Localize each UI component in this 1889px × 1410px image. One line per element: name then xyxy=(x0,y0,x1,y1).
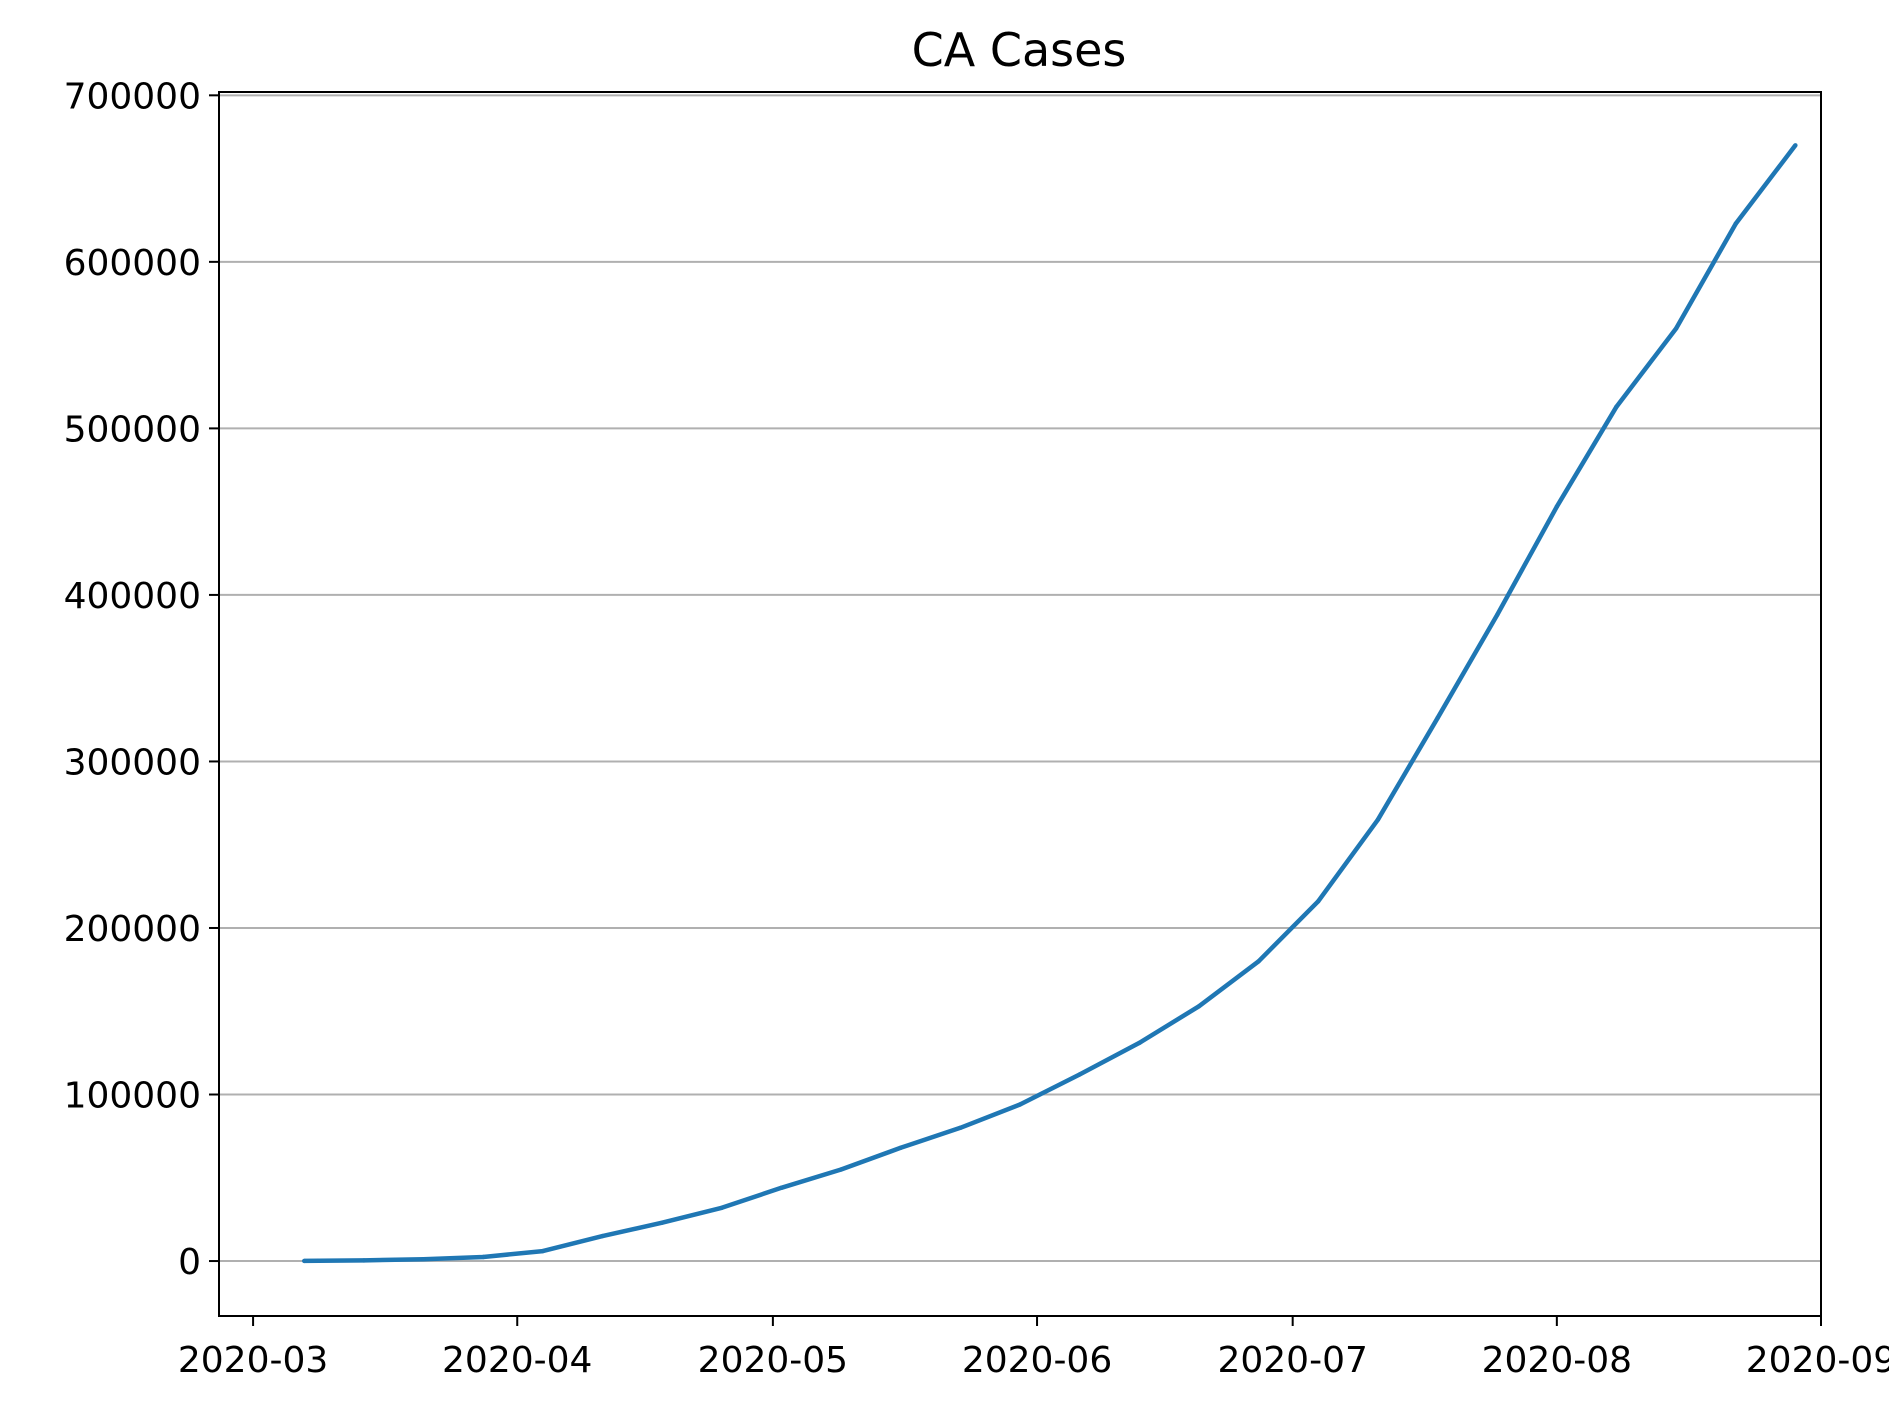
data-point xyxy=(1137,1040,1142,1046)
y-tick-label: 200000 xyxy=(64,909,201,950)
data-point xyxy=(1256,959,1261,964)
data-point xyxy=(838,1167,844,1172)
data-point xyxy=(1196,1004,1202,1009)
data-point xyxy=(659,1220,665,1225)
data-point xyxy=(1316,899,1321,904)
data-point xyxy=(302,1258,307,1264)
data-point xyxy=(719,1205,724,1211)
data-point xyxy=(421,1257,426,1262)
data-point xyxy=(1614,404,1619,409)
y-tick-label: 500000 xyxy=(64,409,201,450)
x-tick-label: 2020-08 xyxy=(1482,1340,1632,1381)
series-line xyxy=(304,143,1798,1264)
data-point xyxy=(1554,504,1560,509)
y-tick-label: 600000 xyxy=(64,243,201,284)
data-point xyxy=(1793,143,1798,148)
data-point xyxy=(779,1185,784,1191)
x-axis: 2020-03 2020-04 2020-05 2020-06 2020-07 2020-… xyxy=(178,1316,1889,1381)
data-point xyxy=(958,1125,963,1131)
data-point xyxy=(1375,817,1381,822)
x-tick-label: 2020-06 xyxy=(962,1340,1112,1381)
data-point xyxy=(540,1248,545,1254)
x-tick-label: 2020-05 xyxy=(698,1340,848,1381)
plot-frame xyxy=(218,91,1822,1317)
data-point xyxy=(898,1145,903,1151)
data-point xyxy=(1077,1072,1082,1077)
y-tick-label: 300000 xyxy=(64,742,201,783)
series-layer xyxy=(302,143,1798,1264)
data-point xyxy=(361,1258,367,1263)
data-point xyxy=(1435,716,1440,721)
y-tick-label: 0 xyxy=(178,1242,201,1283)
data-point xyxy=(600,1233,605,1239)
y-tick-label: 400000 xyxy=(64,576,201,617)
x-tick-label: 2020-03 xyxy=(178,1340,328,1381)
y-axis: 0 100000 200000 300000 400000 500000 600000 700… xyxy=(64,76,219,1283)
y-tick-label: 100000 xyxy=(64,1076,201,1117)
gridlines xyxy=(219,94,1821,1263)
x-tick-label: 2020-09 xyxy=(1746,1340,1889,1381)
data-point xyxy=(1673,326,1679,331)
data-point xyxy=(1733,221,1739,226)
data-point xyxy=(481,1254,486,1260)
x-tick-label: 2020-07 xyxy=(1217,1340,1367,1381)
y-tick-label: 700000 xyxy=(64,76,201,117)
chart-title: CA Cases xyxy=(912,23,1127,77)
x-tick-label: 2020-04 xyxy=(442,1340,592,1381)
data-point xyxy=(1017,1102,1023,1107)
data-point xyxy=(1495,612,1500,618)
